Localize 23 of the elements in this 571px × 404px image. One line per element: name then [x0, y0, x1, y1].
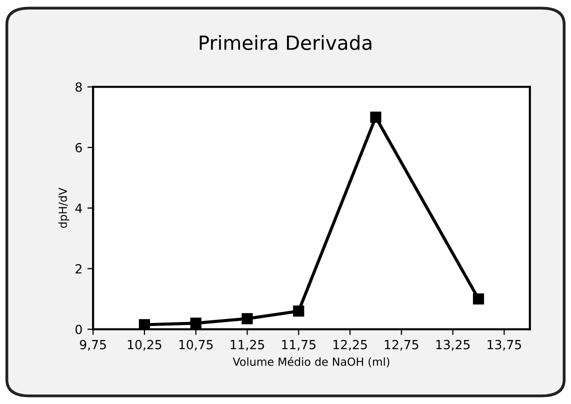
- x-tick-label: 10,25: [128, 340, 162, 351]
- x-tick-label: 13,75: [488, 340, 521, 351]
- point: [242, 313, 253, 324]
- point: [370, 112, 382, 123]
- x-axis-title: Volume Médio de NaOH (ml): [232, 356, 390, 368]
- x-tick-label: 10,75: [179, 340, 213, 351]
- x-tick-label: 13,25: [436, 340, 470, 351]
- y-tick-label: 4: [75, 204, 82, 213]
- point: [472, 293, 484, 305]
- x-tick-label: 11,75: [282, 340, 316, 351]
- x-tick-label: 12,25: [334, 340, 367, 351]
- point: [138, 319, 150, 330]
- y-tick-label: 6: [76, 142, 82, 152]
- x-tick-label: 12,75: [384, 340, 418, 351]
- y-tick-label: 0: [76, 324, 82, 334]
- y-tick-label: 8: [76, 82, 82, 92]
- point: [190, 318, 202, 329]
- y-tick-label: 2: [76, 264, 82, 274]
- x-tick-label: 11,25: [230, 340, 264, 351]
- y-axis-title: dpH/dV: [58, 188, 70, 228]
- chart-title: Primeira Derivada: [200, 35, 372, 50]
- point: [293, 306, 304, 317]
- x-tick-label: 9,75: [80, 340, 106, 351]
